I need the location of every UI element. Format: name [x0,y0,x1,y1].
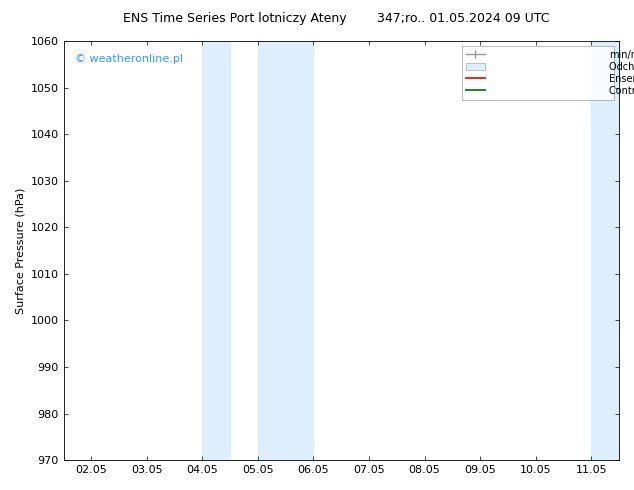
Text: © weatheronline.pl: © weatheronline.pl [75,53,183,64]
Legend: min/max, Odchylenie standardowe, Ensemble mean run, Controll run: min/max, Odchylenie standardowe, Ensembl… [462,46,614,99]
Bar [592,41,619,460]
Y-axis label: Surface Pressure (hPa): Surface Pressure (hPa) [15,187,25,314]
Bar [202,41,230,460]
Text: ENS Time Series Port lotniczy Ateny: ENS Time Series Port lotniczy Ateny [123,12,346,25]
Bar [258,41,313,460]
Text: 347;ro.. 01.05.2024 09 UTC: 347;ro.. 01.05.2024 09 UTC [377,12,549,25]
